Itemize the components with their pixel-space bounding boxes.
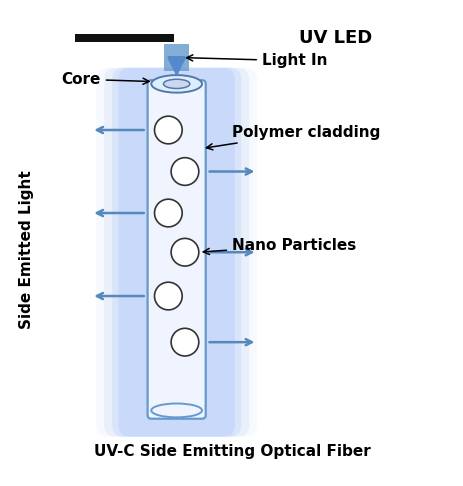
- Ellipse shape: [151, 403, 201, 417]
- Ellipse shape: [163, 79, 189, 88]
- FancyBboxPatch shape: [112, 68, 241, 437]
- Circle shape: [154, 199, 182, 227]
- Ellipse shape: [151, 75, 201, 93]
- FancyBboxPatch shape: [118, 68, 234, 437]
- Text: Light In: Light In: [186, 53, 327, 69]
- Bar: [75, 34, 174, 42]
- Text: Core: Core: [61, 72, 149, 87]
- Text: Nano Particles: Nano Particles: [203, 238, 356, 255]
- Circle shape: [171, 329, 198, 356]
- Text: Polymer cladding: Polymer cladding: [206, 125, 380, 150]
- Bar: [163, 44, 189, 71]
- Circle shape: [171, 157, 198, 185]
- Text: UV LED: UV LED: [298, 29, 371, 47]
- Circle shape: [154, 116, 182, 144]
- FancyBboxPatch shape: [147, 80, 205, 419]
- Circle shape: [154, 282, 182, 310]
- Text: UV-C Side Emitting Optical Fiber: UV-C Side Emitting Optical Fiber: [94, 444, 369, 459]
- FancyBboxPatch shape: [104, 68, 249, 437]
- Circle shape: [171, 239, 198, 266]
- FancyBboxPatch shape: [96, 68, 257, 437]
- Text: Side Emitted Light: Side Emitted Light: [19, 171, 34, 330]
